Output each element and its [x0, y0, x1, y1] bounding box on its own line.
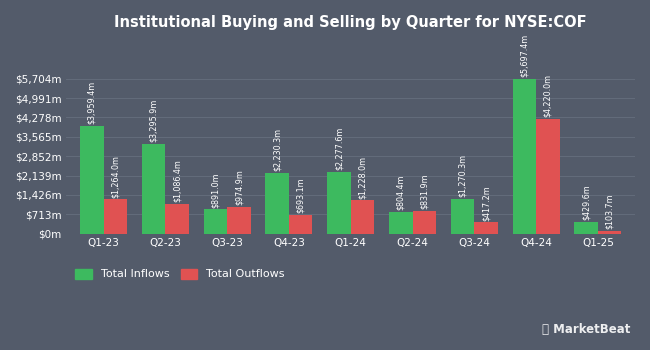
Bar	[327, 172, 351, 233]
Text: $103.7m: $103.7m	[605, 194, 614, 229]
Bar	[513, 79, 536, 233]
Bar	[536, 119, 560, 233]
Text: $804.4m: $804.4m	[396, 175, 406, 210]
Text: $891.0m: $891.0m	[211, 172, 220, 208]
Text: $1,270.3m: $1,270.3m	[458, 154, 467, 197]
Bar	[413, 211, 436, 233]
Text: $2,277.6m: $2,277.6m	[335, 127, 343, 170]
Bar	[165, 204, 189, 233]
Bar	[80, 126, 103, 233]
Text: $417.2m: $417.2m	[482, 185, 491, 220]
Text: $3,295.9m: $3,295.9m	[149, 99, 158, 142]
Title: Institutional Buying and Selling by Quarter for NYSE:COF: Institutional Buying and Selling by Quar…	[114, 15, 587, 30]
Bar	[289, 215, 313, 233]
Bar	[227, 207, 251, 233]
Text: $1,086.4m: $1,086.4m	[173, 160, 181, 202]
Bar	[575, 222, 598, 233]
Bar	[351, 200, 374, 233]
Text: $429.6m: $429.6m	[582, 184, 591, 220]
Text: $3,959.4m: $3,959.4m	[87, 81, 96, 125]
Bar	[265, 173, 289, 233]
Text: $974.9m: $974.9m	[235, 170, 243, 205]
Text: $2,230.3m: $2,230.3m	[273, 128, 281, 172]
Text: $5,697.4m: $5,697.4m	[520, 34, 529, 77]
Bar	[389, 212, 413, 233]
Bar	[474, 222, 498, 233]
Text: $1,264.0m: $1,264.0m	[111, 155, 120, 198]
Bar	[203, 209, 227, 233]
Text: $831.9m: $831.9m	[420, 174, 429, 209]
Text: $4,220.0m: $4,220.0m	[543, 74, 552, 117]
Bar	[103, 199, 127, 233]
Text: $1,228.0m: $1,228.0m	[358, 155, 367, 199]
Bar	[598, 231, 621, 233]
Text: $693.1m: $693.1m	[296, 177, 306, 213]
Text: ⧳ MarketBeat: ⧳ MarketBeat	[542, 323, 630, 336]
Bar	[451, 199, 474, 233]
Bar	[142, 144, 165, 233]
Legend: Total Inflows, Total Outflows: Total Inflows, Total Outflows	[72, 265, 288, 283]
